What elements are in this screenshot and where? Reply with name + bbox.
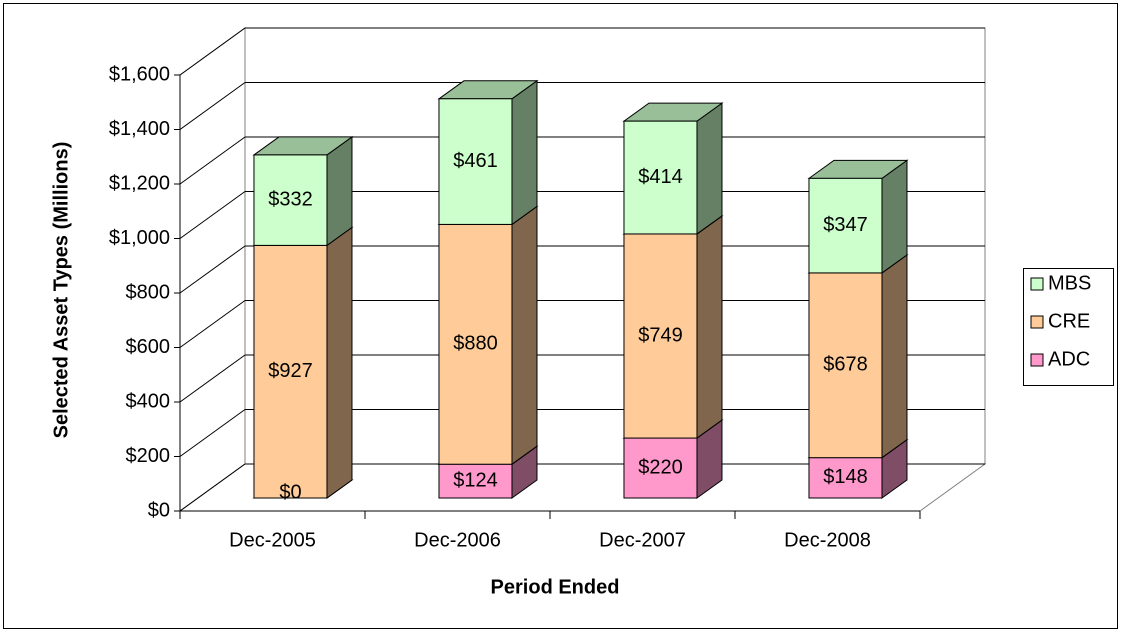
grid-line	[179, 409, 246, 457]
data-label: $927	[268, 360, 313, 382]
y-tick-label: $1,600	[109, 63, 170, 85]
data-label: $678	[823, 354, 868, 376]
bar	[623, 120, 698, 235]
bar	[253, 244, 328, 499]
bar-side	[326, 226, 353, 499]
data-label: $880	[453, 333, 498, 355]
data-label: $124	[453, 469, 498, 491]
bar	[438, 223, 513, 465]
grid-line	[179, 300, 246, 348]
grid-line	[179, 354, 246, 403]
bar-side	[696, 214, 723, 440]
bar-side	[511, 205, 538, 466]
x-axis-title: Period Ended	[491, 576, 620, 598]
data-label: $414	[638, 166, 683, 188]
grid-line	[179, 463, 246, 512]
grid-line	[179, 136, 246, 185]
legend-label: ADC	[1048, 348, 1090, 370]
grid-line	[179, 27, 246, 76]
bar-side	[881, 253, 908, 459]
bar	[253, 154, 328, 246]
y-tick-label: $1,000	[109, 227, 170, 249]
data-label: $220	[638, 456, 683, 478]
x-tick-label: Dec-2006	[414, 529, 501, 551]
bar	[438, 98, 513, 225]
grid-line	[179, 245, 246, 294]
y-tick-label: $800	[126, 281, 171, 303]
x-tick-label: Dec-2007	[599, 529, 686, 551]
bar-side	[326, 135, 353, 247]
legend-swatch	[1030, 277, 1044, 291]
legend-swatch	[1030, 353, 1044, 367]
x-tick-label: Dec-2008	[784, 529, 871, 551]
data-label: $332	[268, 188, 313, 210]
y-axis-title: Selected Asset Types (Millions)	[50, 142, 72, 439]
y-tick-label: $1,400	[109, 118, 170, 140]
bar-side	[881, 159, 908, 274]
data-label: $347	[823, 214, 868, 236]
data-label: $749	[638, 324, 683, 346]
y-tick-label: $1,200	[109, 172, 170, 194]
x-tick-label: Dec-2005	[229, 529, 316, 551]
y-tick-label: $0	[148, 499, 170, 521]
bar-side	[696, 102, 723, 235]
data-label: $148	[823, 466, 868, 488]
bar	[623, 233, 698, 439]
bar	[808, 177, 883, 274]
legend-label: CRE	[1048, 310, 1090, 332]
y-tick-label: $400	[126, 390, 171, 412]
grid-line	[179, 82, 246, 130]
legend-label: MBS	[1048, 272, 1091, 294]
data-label: $0	[279, 481, 301, 503]
bar-side	[511, 79, 538, 226]
legend-swatch	[1030, 315, 1044, 329]
data-label: $461	[453, 150, 498, 172]
grid-line	[179, 191, 246, 239]
y-tick-label: $600	[126, 336, 171, 358]
y-tick-label: $200	[126, 445, 171, 467]
bar	[808, 457, 883, 499]
bar	[808, 272, 883, 459]
